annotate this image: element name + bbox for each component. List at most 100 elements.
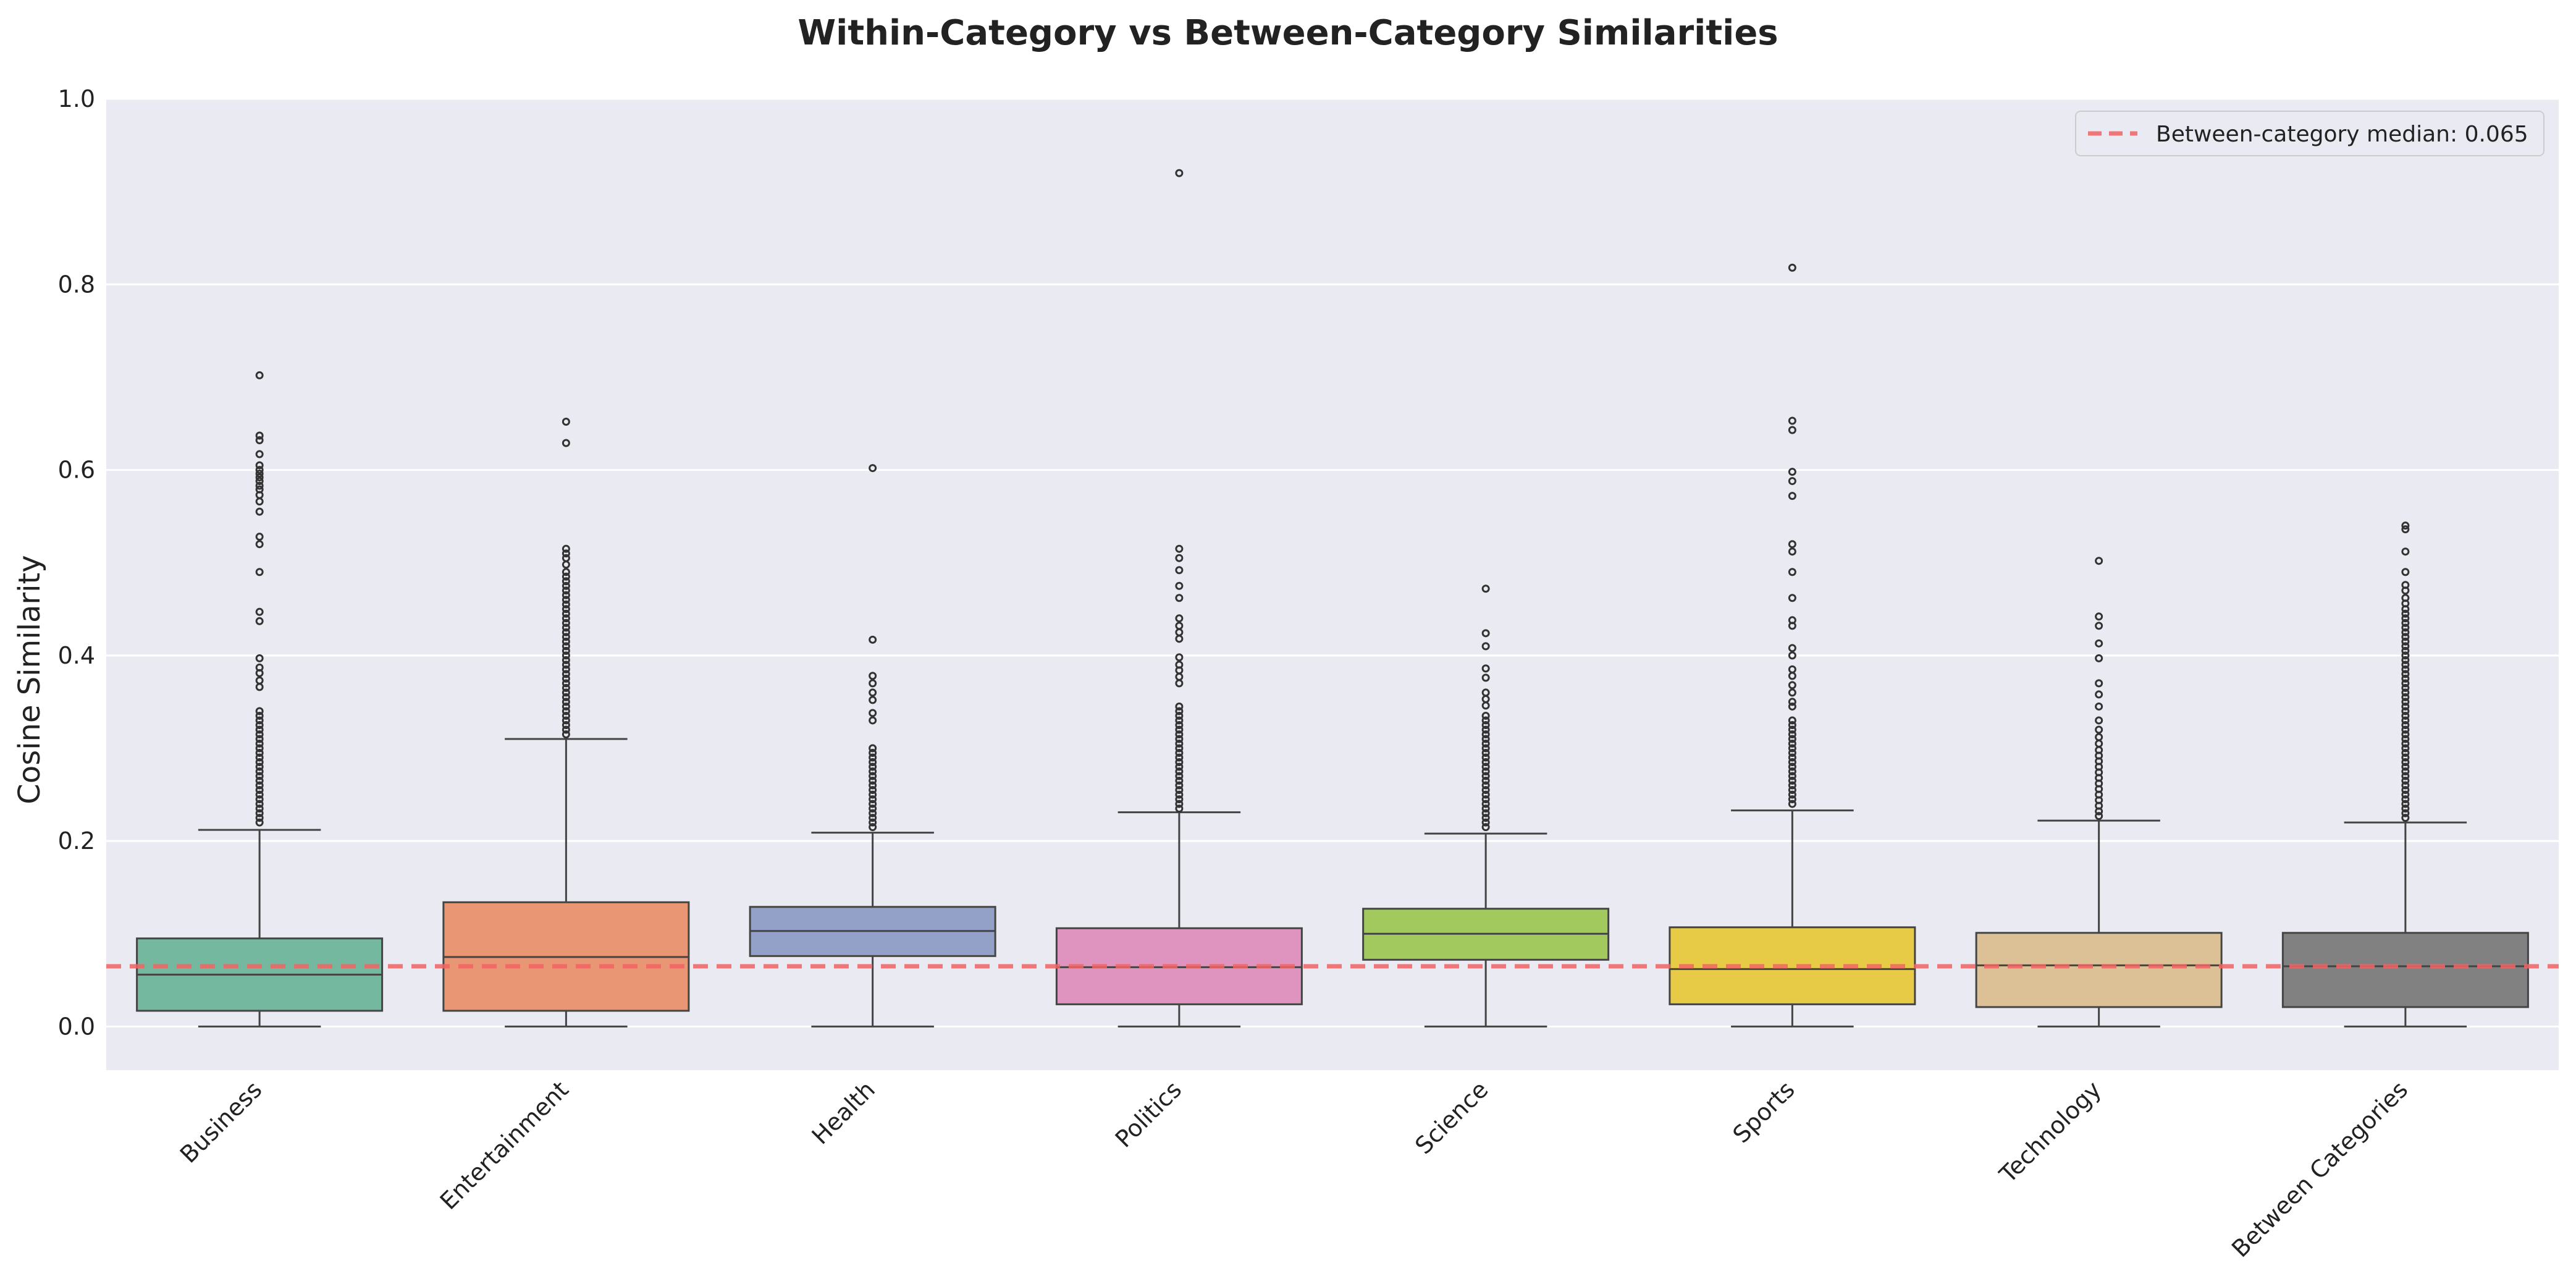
outlier-point — [1175, 767, 1184, 776]
outlier-point — [562, 600, 570, 609]
outlier-point — [2095, 702, 2103, 711]
outlier-point — [1788, 263, 1796, 272]
outlier-point — [255, 568, 264, 576]
outlier-point — [1175, 544, 1184, 553]
outlier-point — [562, 417, 570, 426]
outlier-point — [1175, 554, 1184, 562]
outlier-point — [869, 744, 877, 753]
y-tick-label: 0.2 — [58, 827, 95, 855]
outlier-point — [1175, 720, 1184, 729]
outlier-point — [1481, 739, 1490, 748]
outlier-point — [562, 688, 570, 697]
y-tick-label: 1.0 — [58, 85, 95, 112]
outlier-point — [1175, 762, 1184, 771]
outlier-point — [2095, 557, 2103, 565]
outlier-point — [2401, 642, 2410, 651]
outlier-point — [1481, 735, 1490, 743]
outlier-point — [255, 473, 264, 482]
outlier-point — [562, 646, 570, 655]
outlier-point — [1175, 800, 1184, 808]
outlier-point — [2401, 547, 2410, 556]
outlier-point — [562, 605, 570, 614]
outlier-point — [1788, 725, 1796, 734]
outlier-point — [2095, 807, 2103, 816]
outlier-point — [1175, 744, 1184, 753]
outlier-point — [562, 623, 570, 632]
outlier-point — [869, 818, 877, 827]
outlier-point — [2401, 665, 2410, 673]
outlier-point — [869, 758, 877, 767]
outlier-point — [2401, 688, 2410, 697]
outlier-point — [255, 711, 264, 720]
outlier-point — [2095, 639, 2103, 648]
outlier-point — [1788, 622, 1796, 630]
outlier-point — [869, 696, 877, 704]
outlier-point — [255, 466, 264, 475]
x-tick-label: Politics — [1110, 1076, 1187, 1153]
outlier-point — [255, 772, 264, 780]
outlier-point — [2401, 744, 2410, 753]
outlier-point — [255, 477, 264, 486]
outlier-point — [2401, 693, 2410, 701]
outlier-point — [1481, 777, 1490, 785]
outlier-point — [869, 753, 877, 762]
outlier-point — [1788, 672, 1796, 680]
outlier-point — [255, 436, 264, 445]
outlier-point — [2401, 735, 2410, 743]
outlier-point — [1175, 614, 1184, 623]
outlier-point — [255, 804, 264, 813]
outlier-point — [1481, 585, 1490, 593]
outlier-point — [1175, 725, 1184, 734]
outlier-point — [255, 654, 264, 662]
outlier-point — [255, 533, 264, 541]
outlier-point — [1788, 651, 1796, 660]
outlier-point — [562, 720, 570, 729]
outlier-point — [1175, 653, 1184, 662]
outlier-point — [2401, 674, 2410, 683]
outlier-point — [2401, 646, 2410, 655]
outlier-point — [1481, 758, 1490, 767]
outlier-point — [255, 814, 264, 822]
outlier-point — [2401, 623, 2410, 632]
outlier-point — [2095, 679, 2103, 688]
outlier-point — [2401, 786, 2410, 795]
outlier-point — [1788, 744, 1796, 753]
outlier-point — [562, 637, 570, 646]
outlier-point — [255, 540, 264, 549]
outlier-point — [1481, 818, 1490, 827]
outlier-point — [255, 730, 264, 738]
outlier-point — [1175, 777, 1184, 785]
x-tick-label: Technology — [1994, 1076, 2107, 1188]
outlier-point — [869, 790, 877, 799]
outlier-point — [1481, 701, 1490, 710]
outlier-point — [1481, 664, 1490, 673]
outlier-point — [1481, 809, 1490, 817]
outlier-point — [1175, 581, 1184, 590]
outlier-point — [255, 470, 264, 478]
outlier-point — [1481, 629, 1490, 638]
outlier-point — [869, 672, 877, 680]
outlier-point — [1788, 772, 1796, 780]
outlier-point — [869, 809, 877, 817]
outlier-point — [1481, 804, 1490, 813]
outlier-point — [1481, 753, 1490, 762]
outlier-point — [2401, 609, 2410, 618]
outlier-point — [869, 795, 877, 804]
outlier-point — [1175, 753, 1184, 762]
outlier-point — [2401, 804, 2410, 813]
outlier-point — [2401, 525, 2410, 534]
x-tick-label: Science — [1410, 1076, 1493, 1159]
outlier-point — [869, 709, 877, 717]
outlier-point — [255, 461, 264, 470]
outlier-point — [255, 507, 264, 516]
outlier-point — [2401, 739, 2410, 748]
outlier-point — [562, 581, 570, 590]
outlier-point — [255, 790, 264, 799]
outlier-point — [1481, 795, 1490, 804]
outlier-point — [1481, 749, 1490, 758]
outlier-point — [2401, 661, 2410, 669]
outlier-point — [562, 577, 570, 586]
outlier-point — [2401, 781, 2410, 790]
outlier-point — [1788, 416, 1796, 425]
